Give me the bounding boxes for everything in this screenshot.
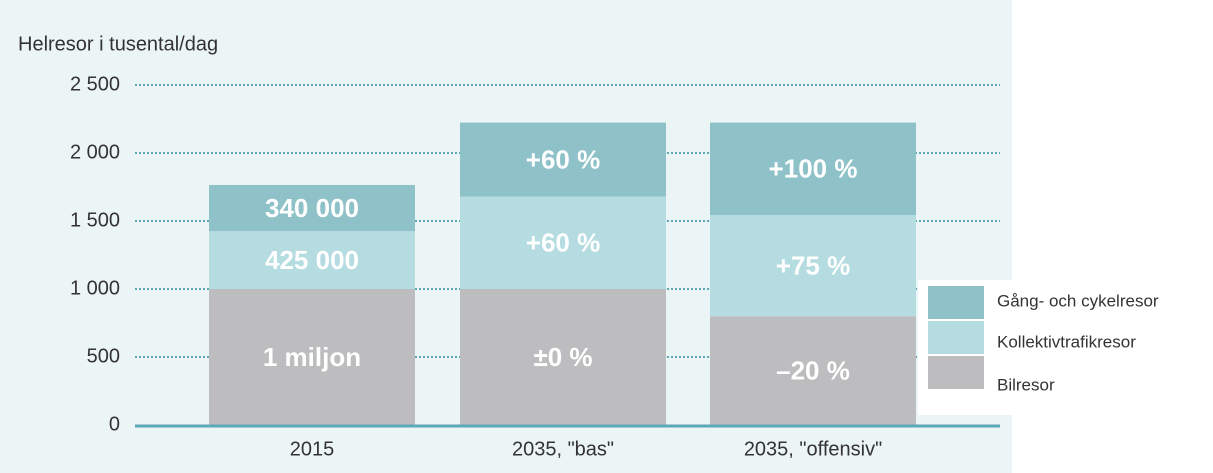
y-tick-label: 2 500	[70, 73, 120, 95]
legend-label: Bilresor	[997, 375, 1055, 394]
y-tick-label: 1 000	[70, 277, 120, 299]
bar-segment	[460, 196, 666, 289]
segment-label: ±0 %	[533, 342, 592, 372]
legend-label: Gång- och cykelresor	[997, 291, 1159, 310]
x-tick-label: 2035, "offensiv"	[744, 438, 882, 460]
bar-segment	[209, 289, 415, 425]
y-axis-label: Helresor i tusental/dag	[18, 33, 218, 55]
bar-segment	[710, 122, 916, 216]
bar-segment	[209, 231, 415, 289]
segment-label: +60 %	[526, 228, 600, 258]
bar-segment	[460, 289, 666, 425]
y-tick-label: 1 500	[70, 209, 120, 231]
y-tick-label: 500	[87, 345, 120, 367]
y-tick-label: 0	[109, 413, 120, 435]
legend-swatch	[928, 356, 984, 389]
x-tick-label: 2035, "bas"	[512, 438, 614, 460]
legend-label: Kollektivtrafikresor	[997, 332, 1136, 351]
segment-label: 340 000	[265, 193, 359, 223]
bar-segment	[209, 184, 415, 232]
segment-label: +60 %	[526, 144, 600, 174]
segment-label: 1 miljon	[263, 342, 361, 372]
bar-segment	[710, 316, 916, 425]
x-tick-label: 2015	[290, 438, 335, 460]
legend-swatch	[928, 321, 984, 354]
y-tick-label: 2 000	[70, 141, 120, 163]
bar-segment	[460, 122, 666, 197]
segment-label: +75 %	[776, 250, 850, 280]
segment-label: +100 %	[769, 154, 858, 184]
legend-swatch	[928, 286, 984, 319]
segment-label: 425 000	[265, 245, 359, 275]
segment-label: –20 %	[776, 355, 850, 385]
bar-segment	[710, 215, 916, 317]
